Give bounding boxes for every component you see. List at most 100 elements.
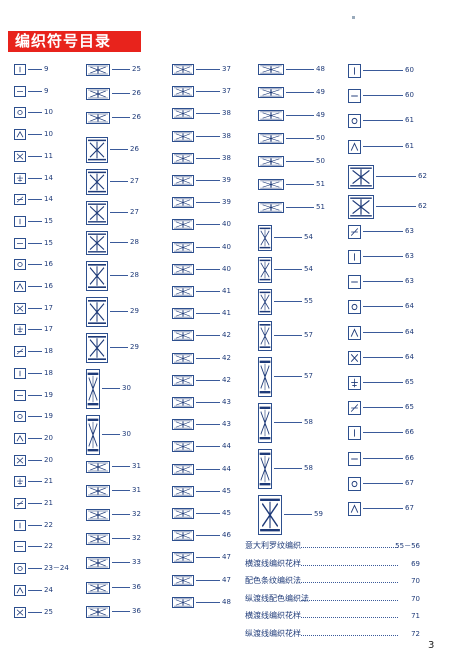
knitting-symbol-icon: [348, 325, 361, 340]
page-reference: 45: [222, 486, 231, 495]
knitting-symbol-icon: [348, 64, 361, 78]
leader-line: [196, 424, 220, 426]
category-label: 纵渡线配色编织法: [245, 593, 309, 603]
knitting-symbol-icon: [348, 350, 361, 365]
category-label: 纵渡线编织花样: [245, 628, 301, 638]
leader-line: [286, 92, 314, 93]
category-entry: 横渡线编织花样 71: [245, 610, 420, 624]
knitting-symbol-icon: [172, 108, 194, 120]
category-entry: 横渡线编织花样 69: [245, 558, 420, 572]
page-reference: 36: [132, 606, 141, 615]
leader-line: [28, 329, 42, 331]
knitting-symbol-icon: [258, 257, 272, 283]
page-reference: 21: [44, 477, 53, 486]
knitting-symbol-icon: [258, 357, 272, 397]
knitting-symbol-icon: [348, 224, 361, 239]
page-reference: 19: [44, 412, 53, 421]
leader-line: [196, 513, 220, 514]
knitting-symbol-icon: [172, 330, 194, 342]
page-reference: 43: [222, 398, 231, 406]
page-reference: 61: [405, 141, 414, 150]
knitting-symbol-icon: [172, 86, 194, 98]
page-reference: 50: [316, 134, 325, 142]
page-reference: 26: [130, 144, 139, 153]
leader-line: [112, 489, 130, 491]
knitting-symbol-icon: [348, 426, 361, 441]
knitting-symbol-icon: [348, 114, 361, 129]
category-page: 70: [411, 577, 420, 585]
page-reference: 47: [222, 553, 231, 562]
leader-line: [28, 220, 42, 222]
leader-line: [102, 433, 120, 435]
knitting-symbol-icon: [172, 352, 194, 364]
page-reference: 21: [44, 499, 53, 507]
page-reference: 11: [44, 151, 53, 160]
category-label: 意大利罗纹编织: [245, 541, 301, 550]
page-reference: 17: [44, 325, 53, 334]
knitting-symbol-icon: [14, 172, 26, 184]
category-page: 69: [411, 559, 420, 568]
knitting-symbol-icon: [14, 563, 26, 575]
page-reference: 40: [222, 242, 231, 251]
knitting-symbol-icon: [14, 215, 26, 227]
leader-line: [363, 432, 403, 434]
page-reference: 31: [132, 461, 141, 470]
page-reference: 42: [222, 331, 231, 340]
leader-line: [274, 269, 302, 270]
knitting-symbol-icon: [172, 374, 194, 386]
leader-line: [286, 184, 314, 185]
knitting-symbol-icon: [172, 308, 194, 320]
page-reference: 37: [222, 87, 231, 96]
knitting-symbol-icon: [86, 509, 110, 521]
leader-line: [363, 356, 403, 358]
leader-line: [363, 281, 403, 283]
leader-line: [196, 468, 220, 470]
page-reference: 49: [316, 88, 325, 96]
leader-line: [28, 568, 42, 570]
knitting-symbol-icon: [86, 230, 108, 255]
knitting-symbol-icon: [348, 164, 374, 189]
page-reference: 17: [44, 303, 53, 312]
knitting-symbol-icon: [14, 324, 26, 336]
page-reference: 48: [222, 597, 231, 606]
leader-line: [196, 202, 220, 204]
knitting-symbol-icon: [172, 197, 194, 209]
knitting-symbol-icon: [14, 281, 26, 292]
page-title: 编织符号目录: [8, 31, 141, 52]
page-reference: 38: [222, 131, 231, 140]
knitting-symbol-icon: [172, 508, 194, 519]
page-reference: 54: [304, 233, 313, 241]
knitting-symbol-icon: [14, 367, 26, 379]
leader-line: [112, 465, 130, 467]
knitting-symbol-icon: [258, 179, 284, 190]
leader-line: [28, 394, 42, 396]
leader-line: [112, 586, 130, 588]
leader-line: [28, 286, 42, 287]
leader-line: [286, 161, 314, 162]
leader-line: [376, 175, 416, 177]
leader-line: [363, 230, 403, 232]
page-reference: 28: [130, 270, 139, 279]
category-entry: 意大利罗纹编织 55－56: [245, 540, 420, 554]
leader-line: [196, 69, 220, 70]
category-page: 71: [411, 612, 420, 620]
leader-line: [28, 155, 42, 157]
leader-line: [112, 514, 130, 515]
knitting-symbol-icon: [14, 454, 26, 466]
dot-leader: [301, 599, 398, 601]
page-reference: 10: [44, 108, 53, 117]
leader-line: [363, 306, 403, 308]
page-reference: 26: [132, 89, 141, 98]
page-reference: 25: [132, 65, 141, 73]
knitting-symbol-icon: [348, 250, 361, 264]
page-reference: 61: [405, 116, 414, 125]
page-reference: 22: [44, 542, 53, 551]
knitting-symbol-icon: [258, 225, 272, 251]
leader-line: [286, 115, 314, 116]
decorative-dot: [352, 16, 355, 19]
page-reference: 58: [304, 464, 313, 472]
leader-line: [28, 112, 42, 114]
leader-line: [110, 211, 128, 213]
knitting-symbol-icon: [348, 89, 361, 104]
page-reference: 37: [222, 65, 231, 73]
